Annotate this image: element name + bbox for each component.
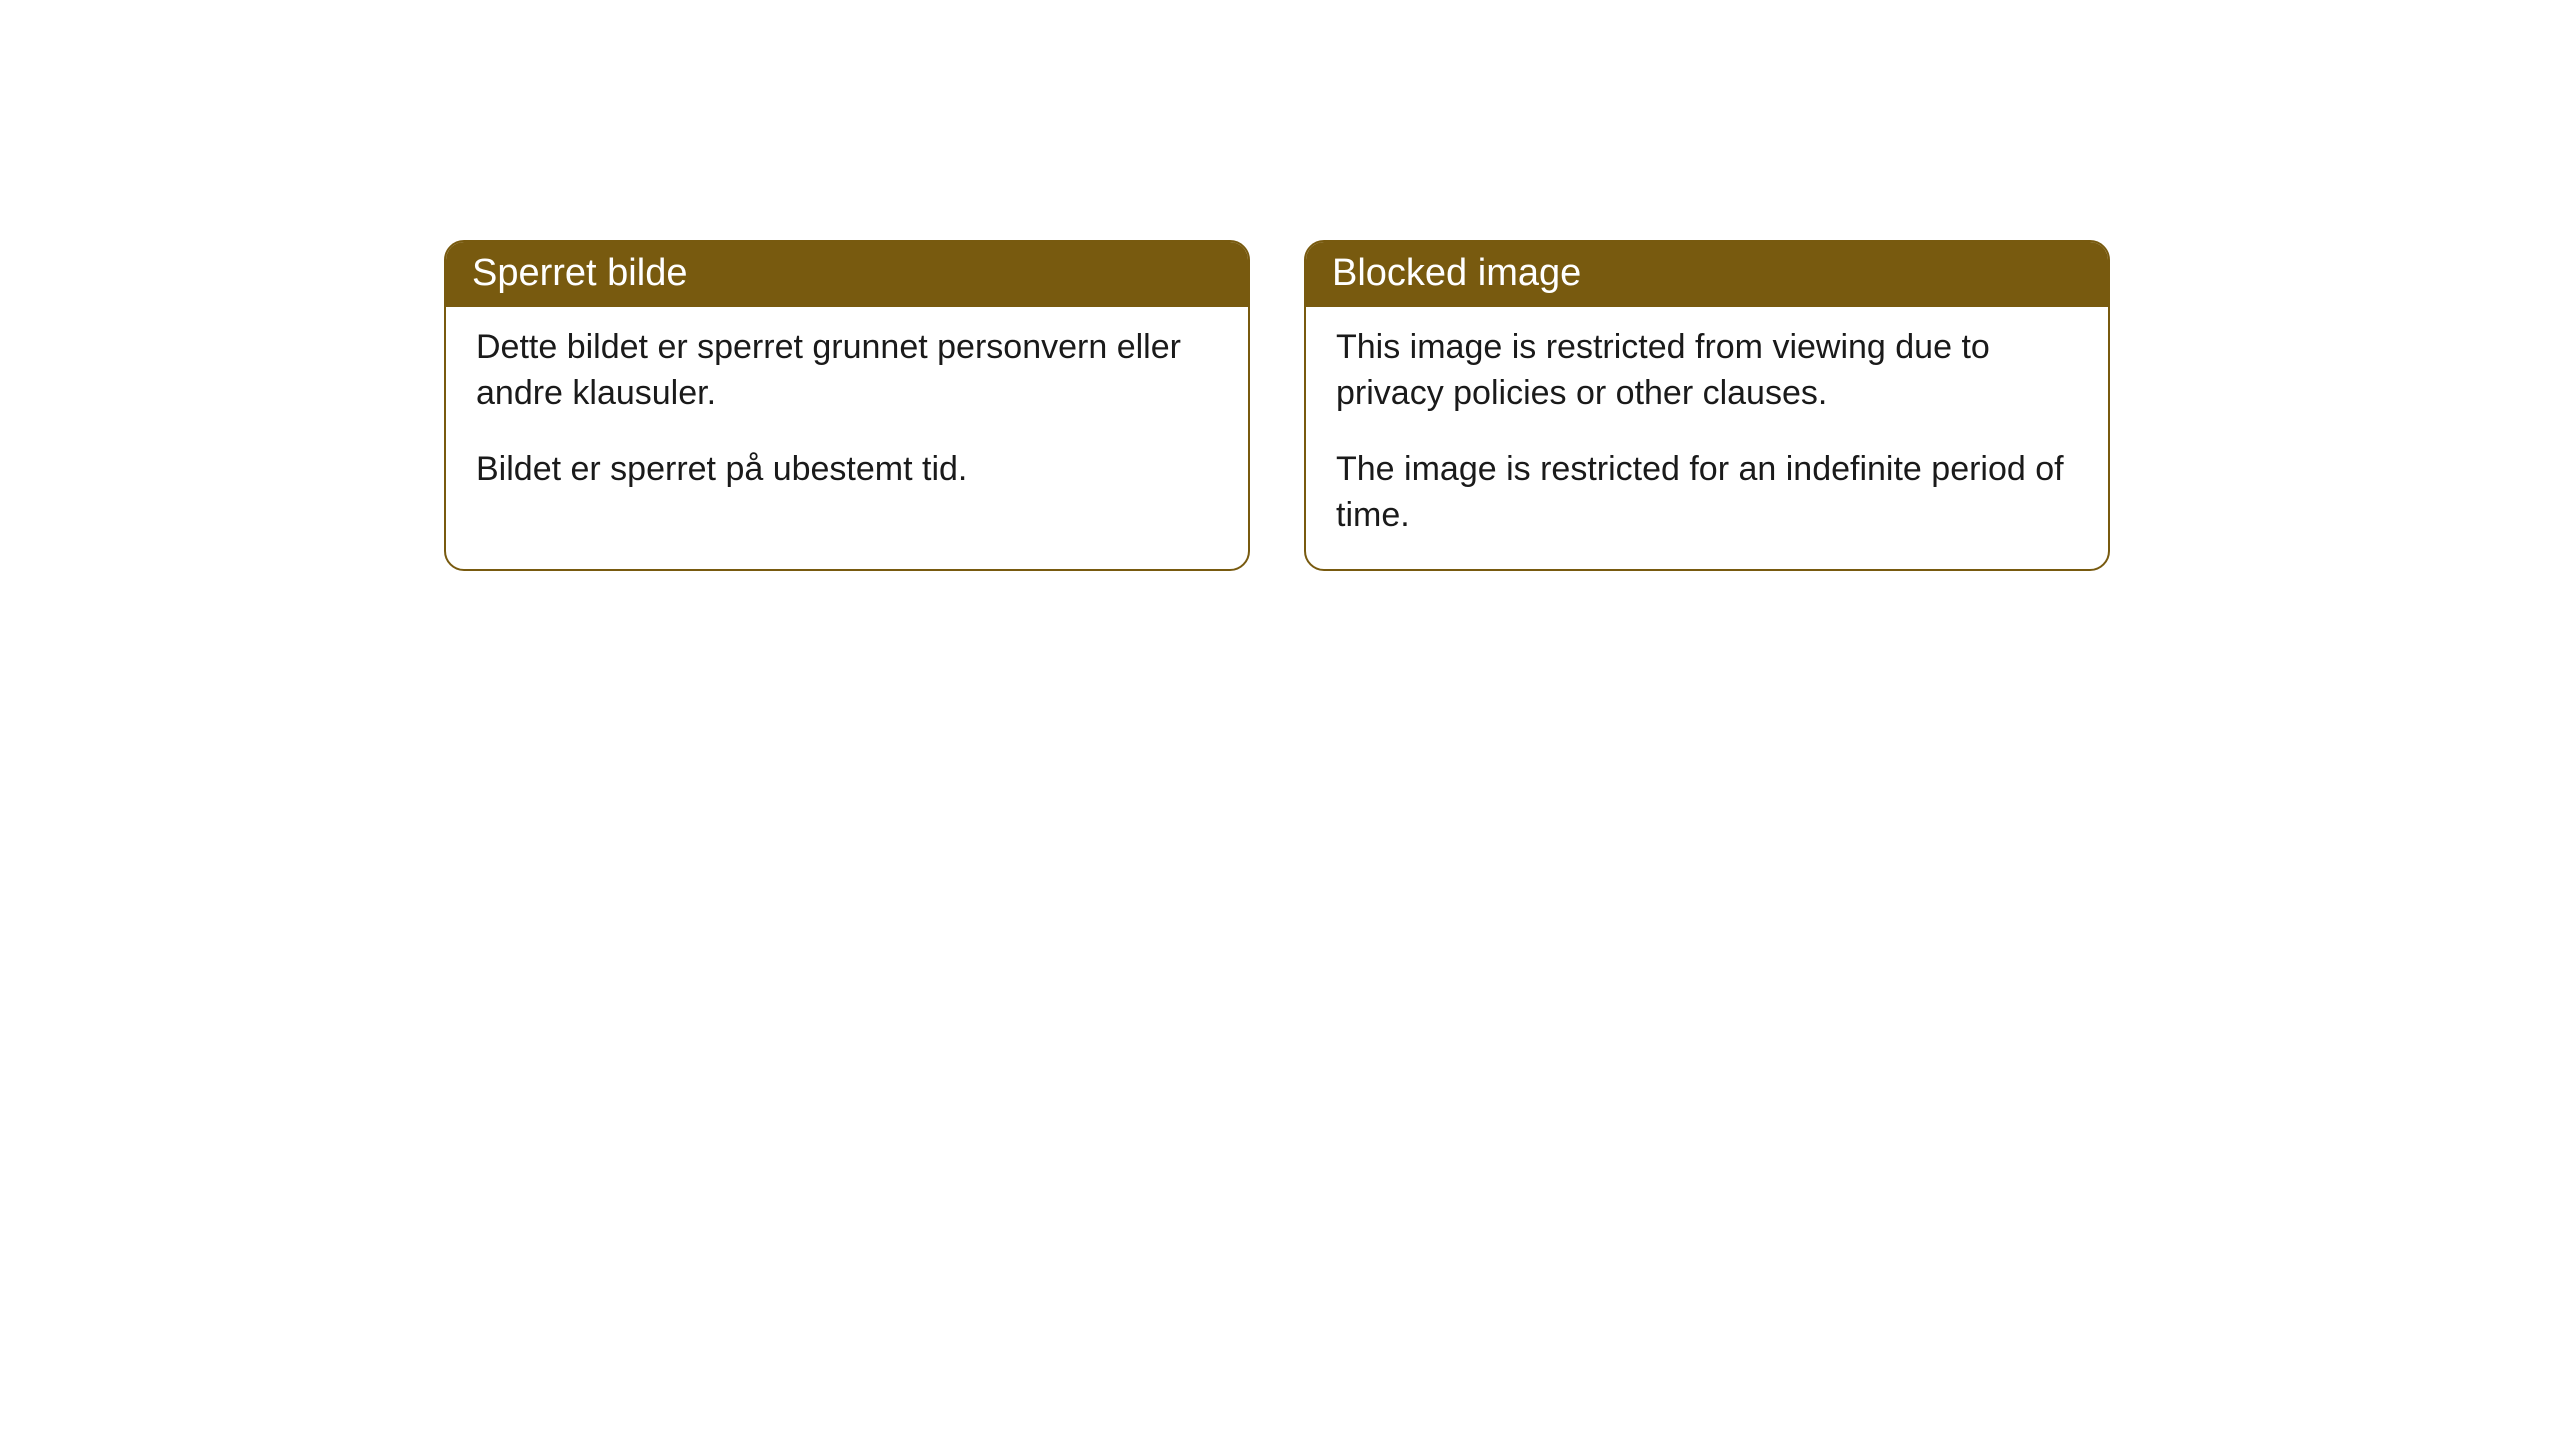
card-title: Blocked image — [1306, 242, 2108, 307]
card-paragraph: This image is restricted from viewing du… — [1336, 325, 2078, 417]
card-paragraph: The image is restricted for an indefinit… — [1336, 447, 2078, 539]
card-title: Sperret bilde — [446, 242, 1248, 307]
card-body: Dette bildet er sperret grunnet personve… — [446, 307, 1248, 523]
blocked-image-card-en: Blocked image This image is restricted f… — [1304, 240, 2110, 571]
card-body: This image is restricted from viewing du… — [1306, 307, 2108, 569]
card-paragraph: Bildet er sperret på ubestemt tid. — [476, 447, 1218, 493]
notice-cards-container: Sperret bilde Dette bildet er sperret gr… — [444, 240, 2110, 571]
card-paragraph: Dette bildet er sperret grunnet personve… — [476, 325, 1218, 417]
blocked-image-card-no: Sperret bilde Dette bildet er sperret gr… — [444, 240, 1250, 571]
